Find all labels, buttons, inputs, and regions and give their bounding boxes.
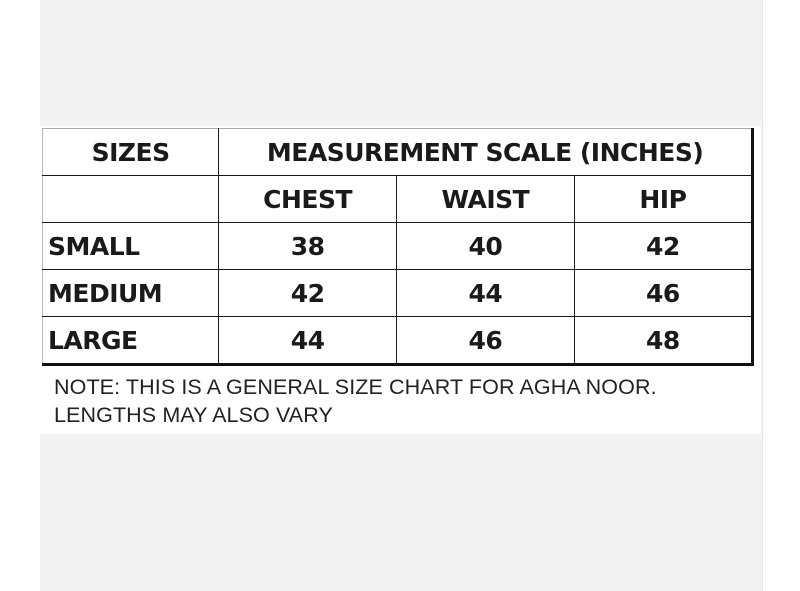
hip-value: 46 [573,269,755,317]
size-note: NOTE: THIS IS A GENERAL SIZE CHART FOR A… [54,373,657,429]
table-subheader-row: CHEST WAIST HIP [41,175,755,223]
table-row: SMALL 38 40 42 [41,222,755,270]
waist-value: 40 [396,222,575,270]
empty-cell [41,175,220,223]
chest-value: 42 [218,269,397,317]
waist-header: WAIST [396,175,575,223]
hip-value: 48 [573,316,755,366]
hip-header: HIP [573,175,755,223]
chest-value: 44 [218,316,397,366]
hip-value: 42 [573,222,755,270]
table-header-row: SIZES MEASUREMENT SCALE (INCHES) [41,128,754,176]
waist-value: 46 [396,316,575,366]
size-label: SMALL [41,222,220,270]
waist-value: 44 [396,269,575,317]
chest-value: 38 [218,222,397,270]
measurement-scale-header: MEASUREMENT SCALE (INCHES) [218,128,754,176]
note-line-1: NOTE: THIS IS A GENERAL SIZE CHART FOR A… [54,375,657,399]
chest-header: CHEST [218,175,397,223]
size-label: LARGE [41,316,220,366]
table-row: MEDIUM 42 44 46 [41,269,755,317]
note-line-2: LENGTHS MAY ALSO VARY [54,403,333,427]
sizes-header: SIZES [41,128,220,176]
size-chart-table: SIZES MEASUREMENT SCALE (INCHES) CHEST W… [41,128,755,366]
table-row: LARGE 44 46 48 [41,316,755,366]
size-label: MEDIUM [41,269,220,317]
